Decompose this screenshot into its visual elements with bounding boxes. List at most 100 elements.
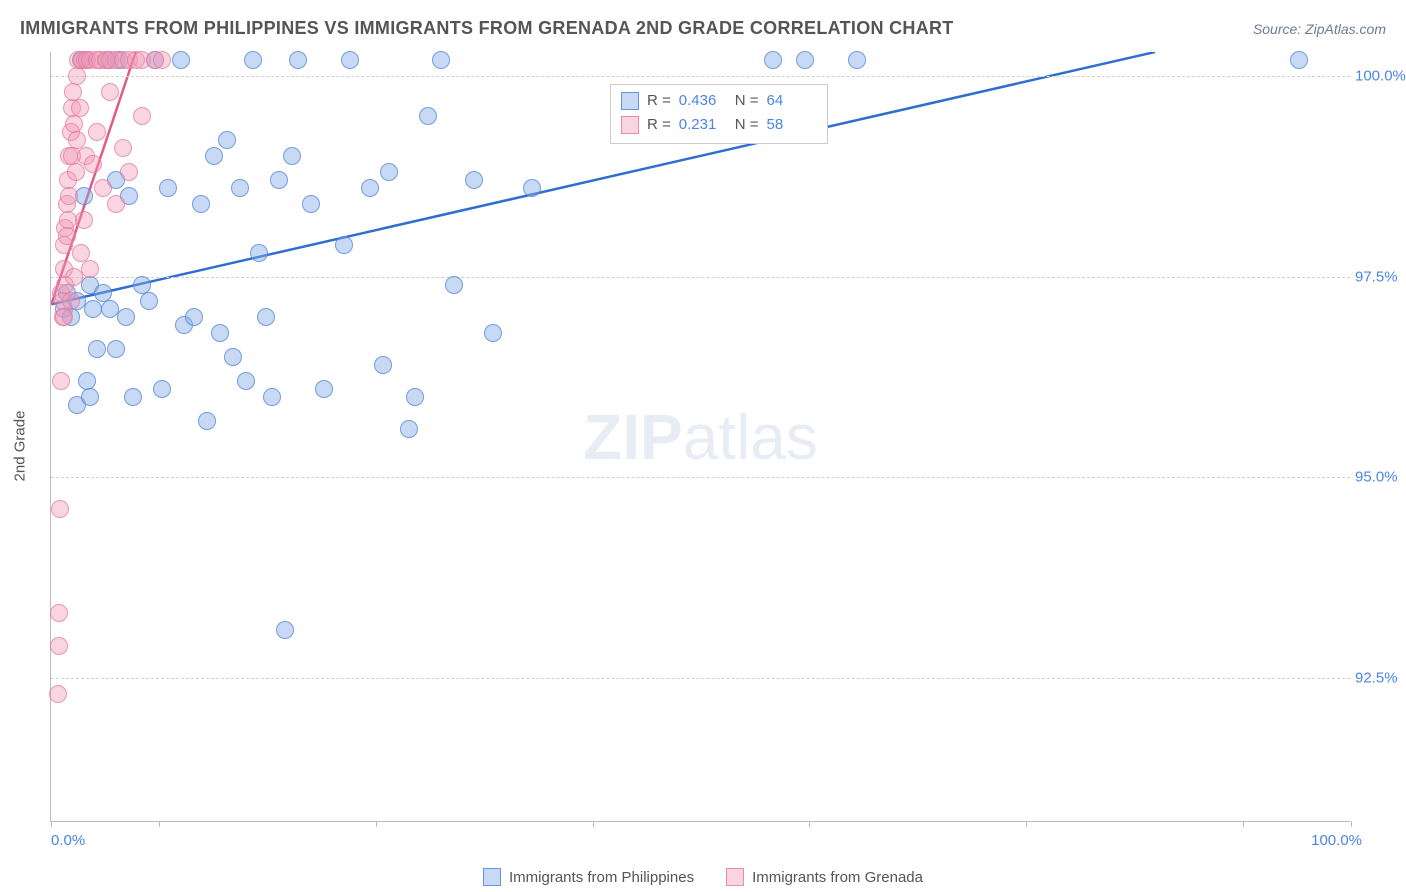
data-point [218,131,236,149]
x-tick [51,821,52,827]
data-point [257,308,275,326]
data-point [153,380,171,398]
data-point [58,227,76,245]
data-point [283,147,301,165]
data-point [88,340,106,358]
data-point [159,179,177,197]
data-point [117,308,135,326]
data-point [432,51,450,69]
legend-swatch [621,116,639,134]
data-point [361,179,379,197]
legend-item: Immigrants from Philippines [483,868,694,886]
n-label: N = [735,113,759,137]
legend-swatch [726,868,744,886]
data-point [50,637,68,655]
data-point [107,340,125,358]
r-value: 0.231 [679,113,727,137]
scatter-plot: ZIPatlas R = 0.436 N = 64 R = 0.231 N = … [50,52,1350,822]
legend-swatch [483,868,501,886]
data-point [124,388,142,406]
data-point [107,195,125,213]
legend-label: Immigrants from Philippines [509,869,694,886]
y-tick-label: 92.5% [1355,669,1406,686]
data-point [114,139,132,157]
data-point [88,123,106,141]
data-point [67,163,85,181]
n-value: 58 [767,113,815,137]
data-point [55,308,73,326]
source-label: Source: ZipAtlas.com [1253,21,1386,37]
data-point [263,388,281,406]
n-value: 64 [767,89,815,113]
r-label: R = [647,113,671,137]
correlation-legend: R = 0.436 N = 64 R = 0.231 N = 58 [610,84,828,144]
x-tick [1351,821,1352,827]
data-point [84,155,102,173]
data-point [1290,51,1308,69]
data-point [185,308,203,326]
data-point [406,388,424,406]
data-point [68,67,86,85]
data-point [302,195,320,213]
legend-label: Immigrants from Grenada [752,869,923,886]
data-point [62,292,80,310]
x-tick [1026,821,1027,827]
gridline [51,477,1350,478]
data-point [49,685,67,703]
data-point [51,500,69,518]
y-tick-label: 97.5% [1355,268,1406,285]
x-tick [1243,821,1244,827]
data-point [205,147,223,165]
data-point [231,179,249,197]
data-point [101,300,119,318]
x-tick [593,821,594,827]
legend-swatch [621,92,639,110]
data-point [374,356,392,374]
data-point [172,51,190,69]
data-point [848,51,866,69]
data-point [120,163,138,181]
data-point [445,276,463,294]
data-point [71,99,89,117]
data-point [764,51,782,69]
x-tick [159,821,160,827]
y-tick-label: 95.0% [1355,469,1406,486]
data-point [50,604,68,622]
trend-lines [51,52,1350,821]
rn-row: R = 0.436 N = 64 [621,89,815,113]
data-point [523,179,541,197]
data-point [75,211,93,229]
data-point [224,348,242,366]
data-point [484,324,502,342]
y-axis-title: 2nd Grade [12,411,29,482]
gridline [51,678,1350,679]
data-point [341,51,359,69]
data-point [335,236,353,254]
data-point [250,244,268,262]
series-legend: Immigrants from Philippines Immigrants f… [0,868,1406,886]
x-end-label: 100.0% [1311,832,1362,849]
data-point [153,51,171,69]
data-point [465,171,483,189]
data-point [81,260,99,278]
data-point [198,412,216,430]
data-point [101,83,119,101]
data-point [94,179,112,197]
data-point [237,372,255,390]
chart-title: IMMIGRANTS FROM PHILIPPINES VS IMMIGRANT… [20,18,954,39]
data-point [380,163,398,181]
data-point [289,51,307,69]
data-point [192,195,210,213]
data-point [419,107,437,125]
data-point [52,372,70,390]
watermark: ZIPatlas [583,400,818,474]
x-start-label: 0.0% [51,832,85,849]
n-label: N = [735,89,759,113]
data-point [244,51,262,69]
r-label: R = [647,89,671,113]
data-point [796,51,814,69]
gridline [51,277,1350,278]
x-tick [376,821,377,827]
rn-row: R = 0.231 N = 58 [621,113,815,137]
legend-item: Immigrants from Grenada [726,868,923,886]
